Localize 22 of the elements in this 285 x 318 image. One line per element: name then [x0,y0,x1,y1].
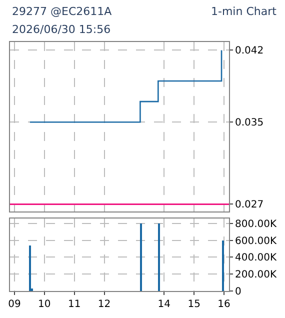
y-tick-label: 200.00K [235,270,277,281]
y-tick-label: 0 [235,286,242,298]
x-tick-label: 11 [68,299,81,310]
y-tick-label: 0.042 [235,46,264,57]
bar [158,223,160,291]
chart-subtitle: 1-min Chart [211,5,278,18]
y-tick-label: 800.00K [235,218,277,230]
text: 2026/06/30 15:56 [12,23,111,36]
x-tick-label: 16 [218,299,230,310]
bar [29,245,31,291]
x-tick-label: 09 [8,299,21,310]
bar [222,240,224,291]
y-tick-label: 600.00K [235,236,277,247]
x-tick-label: 10 [38,299,51,310]
x-tick-label: 14 [158,299,171,310]
y-tick-label: 400.00K [235,252,277,264]
chart-title: 29277 @EC2611A [12,5,112,18]
x-tick-label: 12 [98,299,111,310]
y-tick-label: 0.027 [235,200,264,211]
y-tick-label: 0.035 [235,118,264,129]
x-tick-label: 15 [188,299,200,310]
bar [140,223,142,291]
